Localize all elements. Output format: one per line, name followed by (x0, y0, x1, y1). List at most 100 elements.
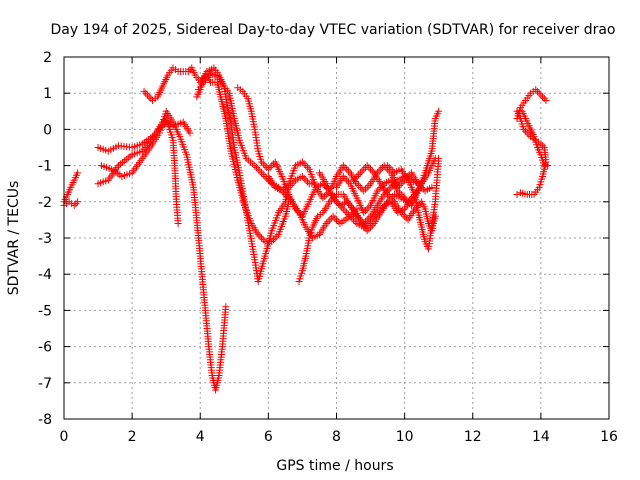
data-point-marker (346, 212, 354, 220)
data-point-marker (402, 196, 410, 204)
data-point-marker (259, 160, 267, 168)
data-point-marker (363, 162, 371, 170)
y-tick-label: -7 (38, 376, 52, 392)
data-point-marker (360, 187, 368, 195)
data-point-marker (298, 172, 306, 180)
data-point-marker (261, 162, 269, 170)
data-point-marker (375, 167, 383, 175)
data-point-marker (138, 147, 146, 155)
data-point-marker (358, 167, 366, 175)
y-axis-ticks: -8 -7 -6 -5 -4 -3 -2 -1 0 1 2 (38, 50, 609, 428)
data-point-marker (355, 182, 363, 190)
data-point-marker (258, 158, 266, 166)
data-point-marker (385, 163, 393, 171)
plot-frame (63, 56, 610, 420)
data-point-marker (341, 174, 349, 182)
data-point-marker (384, 162, 392, 170)
chart-title: Day 194 of 2025, Sidereal Day-to-day VTE… (50, 22, 615, 38)
data-point-marker (404, 198, 412, 206)
data-point-marker (74, 198, 82, 206)
data-point-marker (537, 91, 545, 99)
x-tick-label: 2 (128, 429, 137, 445)
data-point-marker (254, 230, 262, 238)
data-point-marker (251, 162, 259, 170)
series-track-6 (140, 64, 318, 285)
data-point-marker (326, 198, 334, 206)
data-point-marker (368, 221, 376, 229)
data-point-marker (343, 176, 351, 184)
data-point-marker (396, 182, 404, 190)
grid (64, 57, 609, 419)
data-point-marker (331, 196, 339, 204)
data-point-marker (298, 158, 306, 166)
data-point-marker (397, 180, 405, 188)
data-point-marker (273, 232, 281, 240)
data-point-marker (338, 203, 346, 211)
data-point-marker (254, 165, 262, 173)
series-track-5 (97, 107, 230, 394)
data-point-marker (363, 183, 371, 191)
data-point-marker (385, 185, 393, 193)
data-point-marker (520, 125, 528, 133)
data-point-marker (539, 93, 547, 101)
data-point-marker (399, 192, 407, 200)
data-point-marker (344, 167, 352, 175)
data-point-marker (118, 158, 126, 166)
data-point-marker (268, 238, 276, 246)
x-tick-label: 8 (332, 429, 341, 445)
data-point-marker (396, 189, 404, 197)
data-point-marker (401, 212, 409, 220)
data-point-marker (343, 165, 351, 173)
y-tick-label: -2 (38, 195, 52, 211)
data-point-marker (259, 236, 267, 244)
data-point-marker (259, 171, 267, 179)
data-point-marker (544, 162, 552, 170)
series-track-17 (513, 107, 550, 199)
data-point-marker (361, 185, 369, 193)
data-point-marker (281, 183, 289, 191)
data-point-marker (292, 205, 300, 213)
data-point-marker (435, 154, 443, 162)
data-point-marker (293, 207, 301, 215)
data-point-marker (140, 87, 148, 95)
data-point-marker (540, 95, 548, 103)
data-point-marker (387, 194, 395, 202)
series-track-15 (384, 154, 443, 253)
data-point-marker (271, 234, 279, 242)
data-point-marker (329, 194, 337, 202)
data-point-marker (351, 218, 359, 226)
x-axis-ticks: 0 2 4 6 8 10 12 14 16 (60, 57, 618, 445)
data-point-marker (406, 200, 414, 208)
data-point-marker (290, 178, 298, 186)
data-point-marker (365, 214, 373, 222)
series-track-13 (333, 107, 443, 217)
data-point-marker (353, 180, 361, 188)
data-point-marker (343, 209, 351, 217)
data-point-marker (542, 96, 550, 104)
x-tick-label: 12 (464, 429, 482, 445)
data-point-marker (373, 187, 381, 195)
y-tick-label: -8 (38, 412, 52, 428)
data-point-marker (350, 176, 358, 184)
data-point-marker (324, 218, 332, 226)
data-point-marker (333, 216, 340, 224)
series-track-4 (94, 115, 182, 228)
data-point-marker (122, 155, 130, 163)
y-tick-label: -1 (38, 159, 52, 175)
x-tick-label: 0 (60, 429, 69, 445)
data-point-marker (532, 86, 540, 94)
x-axis-label: GPS time / hours (276, 458, 393, 474)
data-point-marker (116, 160, 124, 168)
x-tick-label: 4 (196, 429, 205, 445)
data-point-marker (319, 194, 327, 202)
data-point-marker (256, 232, 264, 240)
y-tick-label: 0 (43, 122, 52, 138)
y-tick-label: -6 (38, 340, 52, 356)
data-point-marker (186, 66, 194, 74)
data-point-marker (535, 89, 543, 97)
y-tick-label: 1 (43, 86, 52, 102)
data-point-marker (72, 200, 80, 208)
x-tick-label: 14 (532, 429, 550, 445)
data-point-marker (300, 160, 308, 168)
data-point-marker (384, 198, 392, 206)
